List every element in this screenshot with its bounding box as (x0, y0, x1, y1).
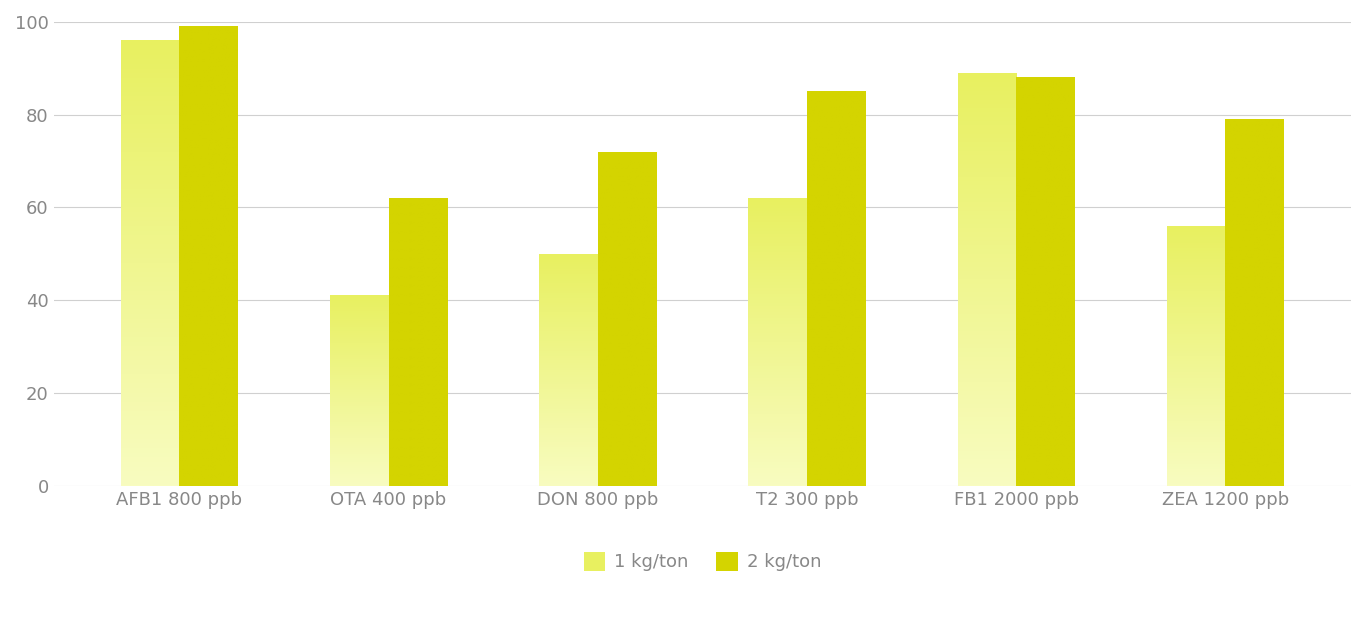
Legend: 1 kg/ton, 2 kg/ton: 1 kg/ton, 2 kg/ton (576, 545, 828, 579)
